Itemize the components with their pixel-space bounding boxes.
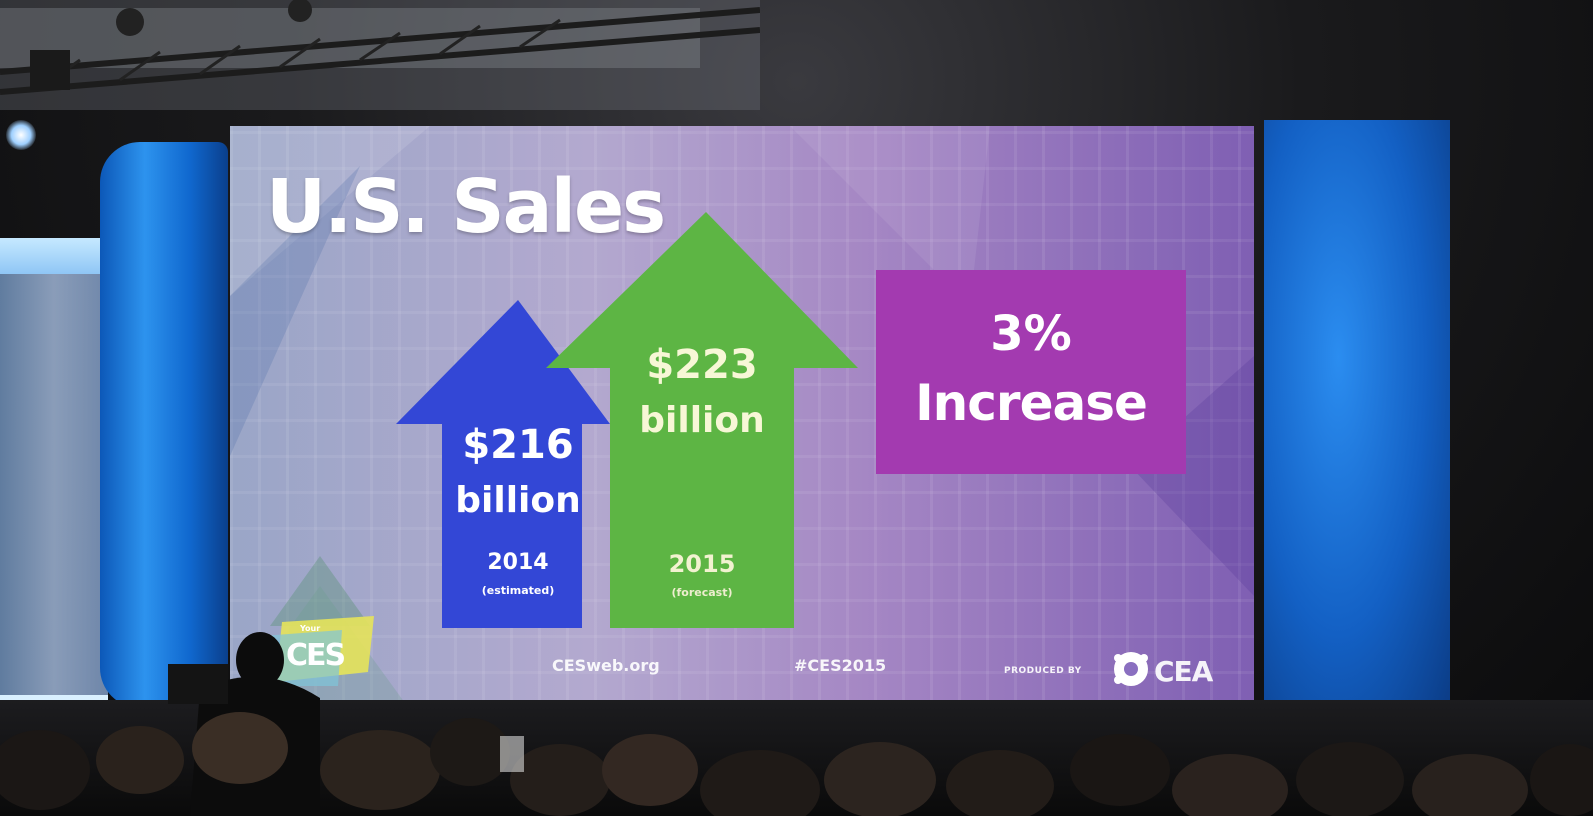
unit-2014: billion: [455, 480, 581, 521]
right-blue-pillar: [1264, 120, 1450, 714]
lighting-truss: [0, 0, 760, 110]
unit-2015: billion: [639, 400, 765, 441]
footer-website: CESweb.org: [552, 656, 660, 675]
note-2015: (forecast): [671, 586, 733, 599]
cea-logo-icon: [1114, 652, 1148, 686]
left-blue-pillar: [100, 142, 228, 708]
spotlight: [6, 120, 36, 150]
slide-title: U.S. Sales: [266, 164, 666, 250]
footer-organizer: CEA: [1154, 655, 1213, 688]
up-arrow-blue-icon: [396, 300, 610, 628]
increase-label: Increase: [915, 374, 1148, 432]
ces-logo-icon: [262, 616, 374, 686]
up-arrow-green-icon: [546, 212, 858, 628]
left-wall-light-strip: [0, 238, 108, 274]
arrow-2014-estimated: $216 billion 2014 (estimated): [396, 300, 610, 628]
amount-2014: $216: [462, 422, 574, 468]
footer-produced-by: PRODUCED BY: [1004, 666, 1082, 676]
amount-2015: $223: [646, 342, 758, 388]
footer-hashtag: #CES2015: [794, 656, 887, 675]
ces-logo-prefix: Your: [300, 624, 321, 633]
screen-geometric-pattern: [230, 126, 1254, 710]
year-2014: 2014: [487, 550, 549, 575]
increase-callout-box: 3% Increase: [876, 270, 1186, 474]
year-2015: 2015: [668, 550, 736, 578]
ces-logo-text: CES: [286, 638, 346, 673]
arrow-2015-forecast: $223 billion 2015 (forecast): [546, 212, 858, 628]
note-2014: (estimated): [481, 584, 555, 597]
increase-percent: 3%: [990, 306, 1072, 362]
left-side-wall: [0, 238, 108, 720]
audience-silhouettes: [0, 632, 1593, 816]
